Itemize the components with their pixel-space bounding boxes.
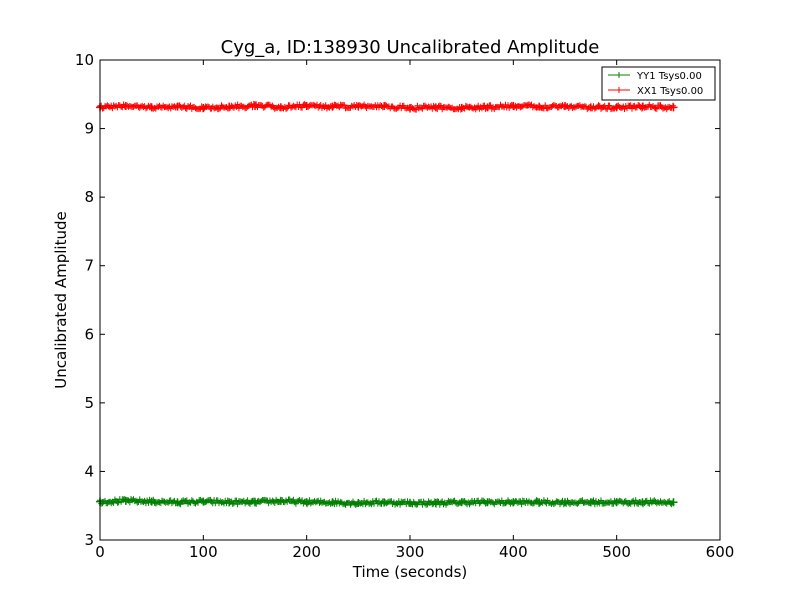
axes-layer: 0 100 200 300 400 500 600 3 4 5 6 7 8 9 10 bbox=[75, 51, 734, 561]
x-tick-label: 200 bbox=[292, 543, 321, 561]
data-point bbox=[380, 498, 389, 507]
data-point bbox=[302, 101, 311, 110]
data-point bbox=[586, 103, 595, 112]
chart-title: Cyg_a, ID:138930 Uncalibrated Amplitude bbox=[221, 37, 600, 58]
data-point bbox=[147, 497, 156, 506]
data-point bbox=[535, 102, 544, 111]
data-point bbox=[612, 498, 621, 507]
data-point bbox=[380, 101, 389, 110]
x-tick-label: 400 bbox=[499, 543, 528, 561]
legend-entry: XX1 Tsys0.00 bbox=[608, 86, 703, 97]
data-point bbox=[561, 101, 569, 110]
data-point bbox=[406, 498, 414, 507]
legend-label: YY1 Tsys0.00 bbox=[636, 71, 702, 82]
y-tick-label: 3 bbox=[84, 531, 94, 549]
data-point bbox=[173, 102, 182, 111]
legend-box bbox=[601, 66, 716, 101]
data-point bbox=[121, 496, 130, 505]
series-2 bbox=[96, 100, 678, 113]
data-point bbox=[147, 103, 156, 112]
x-tick-label: 100 bbox=[189, 543, 218, 561]
y-tick-label: 5 bbox=[84, 394, 94, 412]
data-point bbox=[669, 103, 678, 112]
data-point bbox=[199, 497, 208, 506]
y-tick-label: 7 bbox=[84, 257, 94, 275]
data-point bbox=[509, 498, 518, 507]
x-tick-label: 300 bbox=[396, 543, 425, 561]
data-point bbox=[302, 498, 311, 507]
data-point bbox=[509, 101, 518, 110]
data-point bbox=[173, 498, 182, 507]
data-point bbox=[535, 498, 544, 507]
y-tick-label: 6 bbox=[84, 325, 94, 343]
data-point bbox=[225, 498, 234, 507]
data-point bbox=[354, 102, 363, 111]
plot-area bbox=[100, 60, 720, 540]
y-axis-label: Uncalibrated Amplitude bbox=[52, 211, 70, 388]
data-point bbox=[669, 498, 678, 507]
legend-marker bbox=[616, 72, 622, 78]
data-point bbox=[354, 498, 363, 507]
y-tick-label: 9 bbox=[84, 120, 94, 138]
data-point bbox=[199, 104, 208, 112]
data-point bbox=[431, 498, 440, 507]
data-point bbox=[457, 498, 466, 507]
data-point bbox=[328, 102, 337, 111]
data-point bbox=[612, 103, 621, 112]
x-tick-label: 0 bbox=[95, 543, 105, 561]
x-tick-label: 500 bbox=[602, 543, 631, 561]
data-point bbox=[483, 103, 492, 112]
data-point bbox=[328, 498, 337, 507]
data-point bbox=[457, 104, 466, 112]
data-point bbox=[251, 498, 259, 507]
legend: YY1 Tsys0.00 XX1 Tsys0.00 bbox=[601, 66, 716, 101]
series-layer bbox=[96, 100, 678, 508]
y-tick-label: 10 bbox=[75, 51, 94, 69]
x-tick-label: 600 bbox=[706, 543, 735, 561]
data-point bbox=[225, 102, 234, 111]
legend-label: XX1 Tsys0.00 bbox=[637, 86, 703, 97]
data-point bbox=[276, 496, 285, 505]
data-point bbox=[561, 498, 569, 507]
data-point bbox=[251, 101, 259, 110]
data-point bbox=[638, 498, 647, 507]
y-tick-label: 4 bbox=[84, 462, 94, 480]
data-point bbox=[638, 102, 647, 111]
x-axis-label: Time (seconds) bbox=[352, 563, 468, 581]
data-point bbox=[406, 104, 414, 112]
y-tick-label: 8 bbox=[84, 188, 94, 206]
data-point bbox=[121, 101, 130, 110]
data-point bbox=[276, 103, 285, 112]
plot-background bbox=[100, 60, 720, 540]
legend-marker bbox=[616, 87, 622, 93]
data-point bbox=[431, 103, 440, 112]
data-point bbox=[483, 498, 492, 507]
legend-entry: YY1 Tsys0.00 bbox=[608, 71, 702, 82]
data-point bbox=[586, 498, 595, 507]
